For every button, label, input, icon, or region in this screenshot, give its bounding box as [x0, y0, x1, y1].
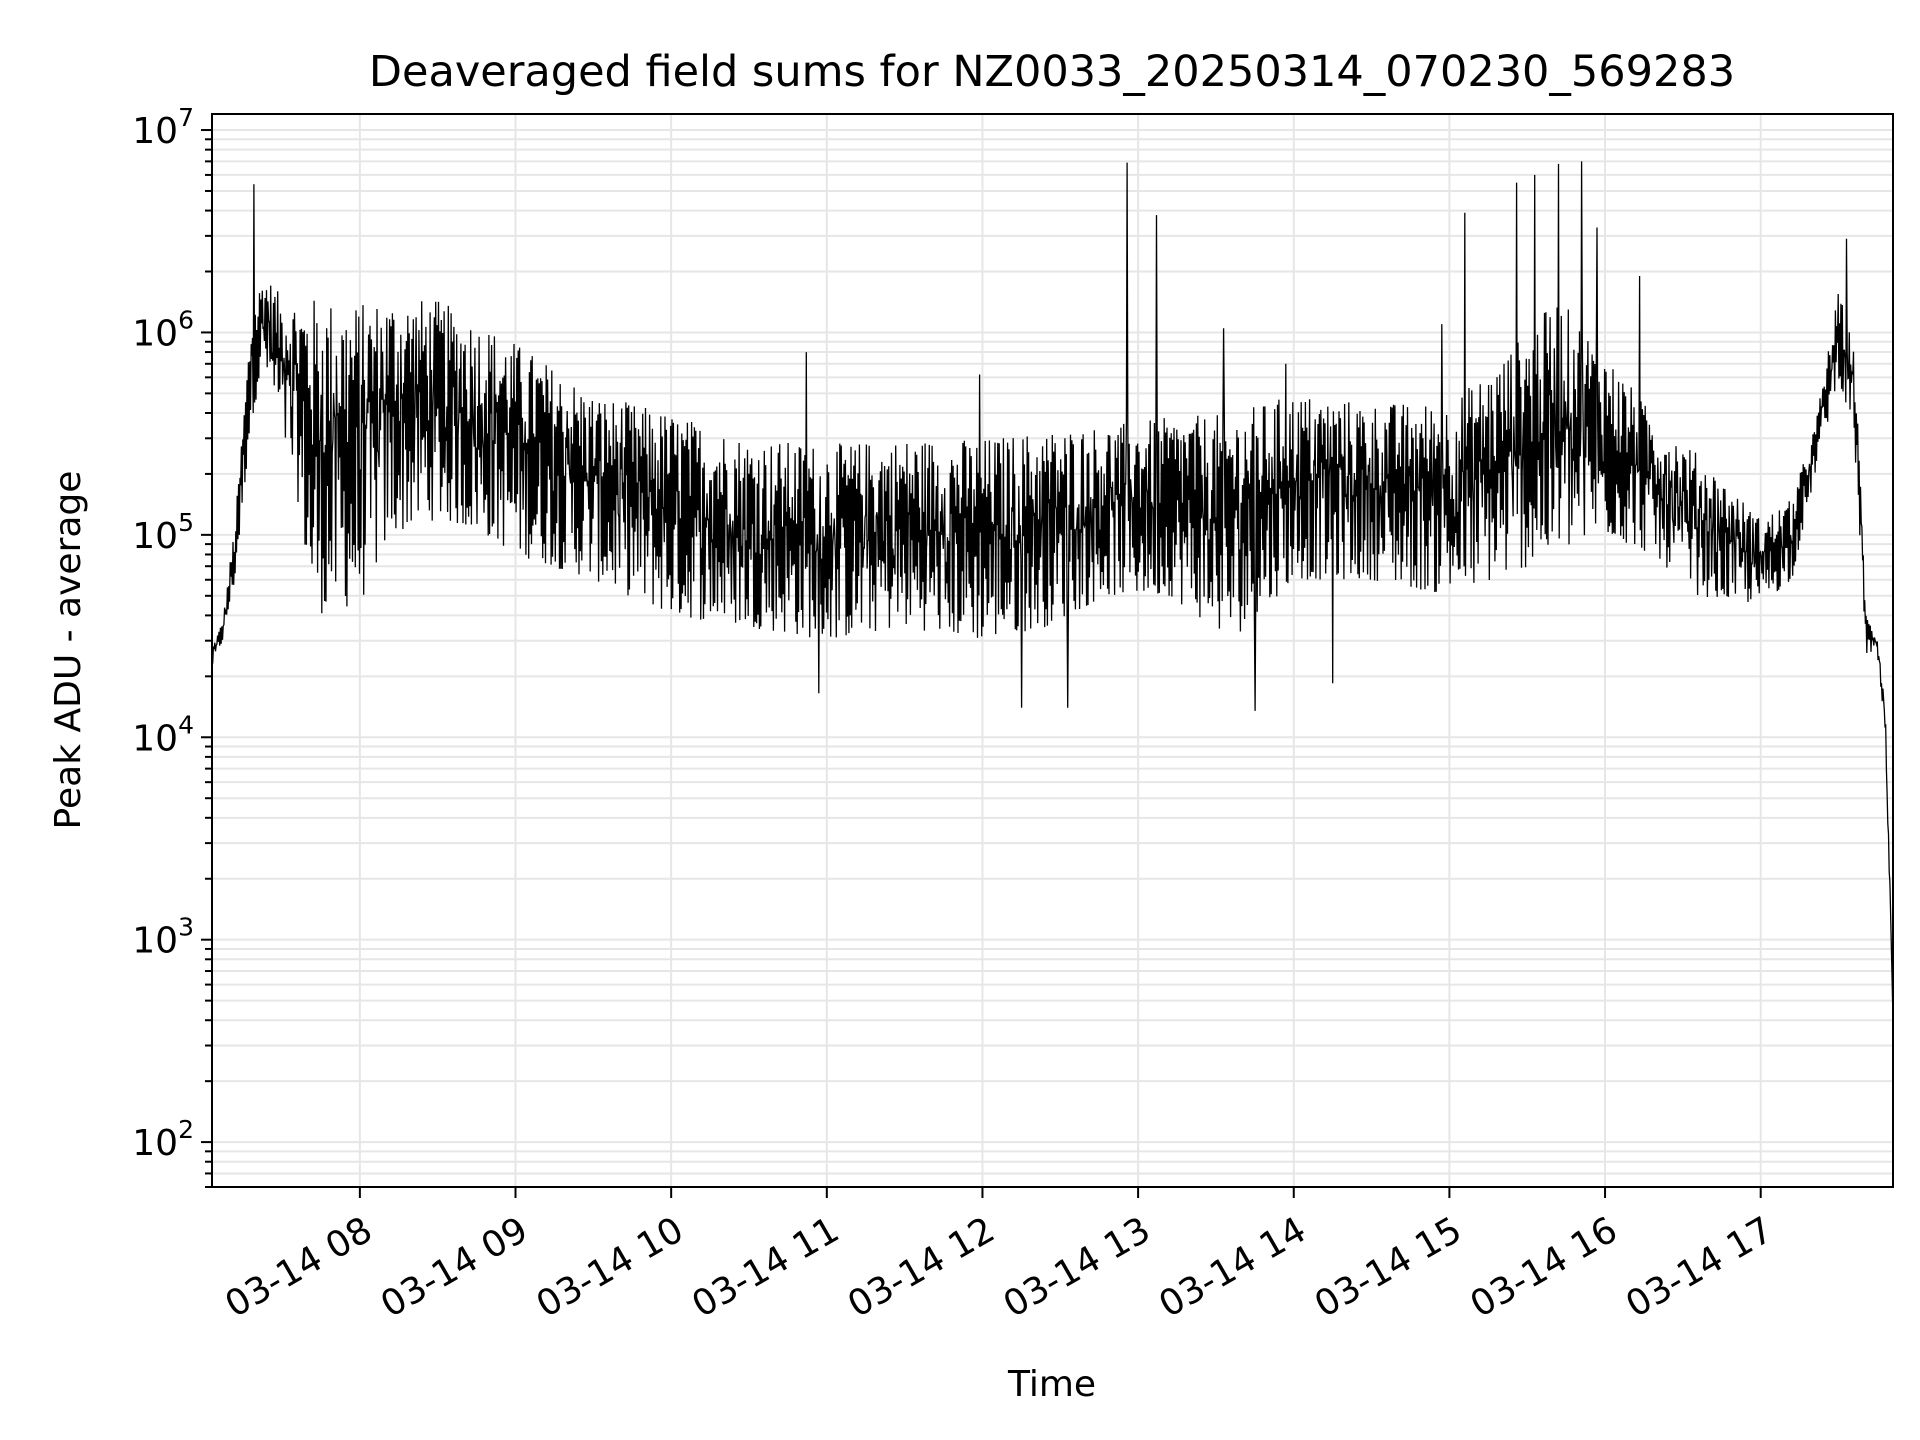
plot-frame [211, 113, 1894, 1188]
y-axis: 102 103 104 105 106 107 [132, 103, 212, 1188]
y-tick-label: 102 [132, 1115, 194, 1164]
chart-title: Deaveraged field sums for NZ0033_2025031… [369, 47, 1735, 97]
series-line [211, 161, 1894, 1162]
y-tick-label: 105 [132, 508, 194, 557]
x-axis-label: Time [1007, 1364, 1096, 1405]
y-tick-label: 107 [132, 103, 194, 152]
y-tick-label: 103 [132, 913, 194, 962]
data-series [211, 161, 1894, 1162]
y-tick-label: 106 [132, 305, 194, 354]
y-tick-label: 104 [132, 710, 194, 759]
y-axis-label: Peak ADU - average [48, 471, 89, 830]
